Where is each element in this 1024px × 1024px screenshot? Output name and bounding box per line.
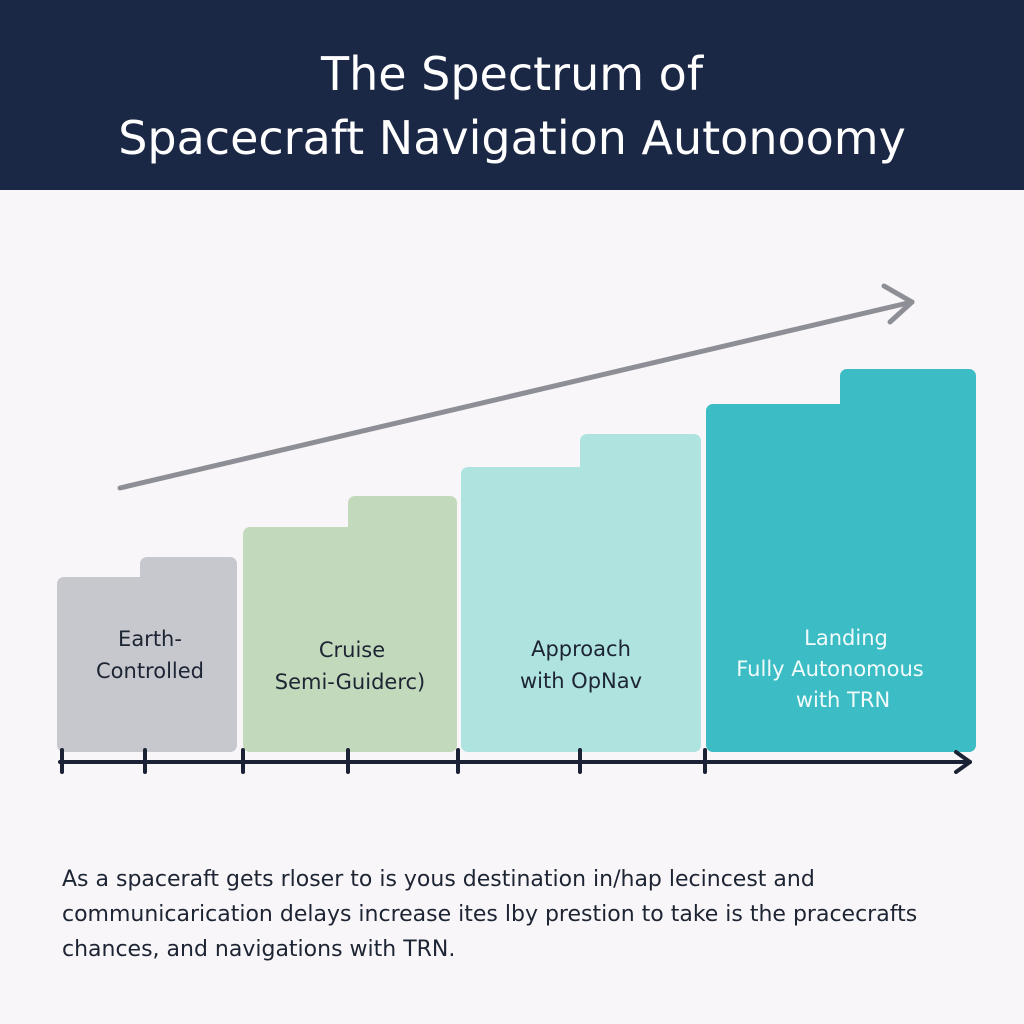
stage-label: Semi-Guiderc): [275, 670, 425, 694]
caption-line: communicarication delays increase ites l…: [62, 902, 917, 927]
stage-label: Cruise: [319, 638, 385, 662]
trend-arrow: [117, 283, 915, 491]
stage-label: Earth-: [118, 627, 182, 651]
stage-label: Fully Autonomous: [736, 657, 923, 681]
stage-block: [243, 496, 457, 752]
stage-label: with TRN: [796, 688, 890, 712]
caption-line: As a spaceraft gets rloser to is yous de…: [62, 867, 815, 892]
stage-block: [706, 369, 976, 752]
title-line: Spacecraft Navigation Autonoomy: [118, 111, 906, 165]
caption-line: chances, and navigations with TRN.: [62, 937, 455, 962]
stage-label: with OpNav: [520, 669, 642, 693]
stage-block: [57, 557, 237, 752]
header-band: [0, 0, 1024, 190]
stage-label: Controlled: [96, 659, 204, 683]
stage-block: [461, 434, 701, 752]
stage-label: Landing: [804, 626, 888, 650]
title-line: The Spectrum of: [320, 47, 705, 101]
progress-axis: [58, 748, 972, 774]
stage-label: Approach: [531, 637, 631, 661]
